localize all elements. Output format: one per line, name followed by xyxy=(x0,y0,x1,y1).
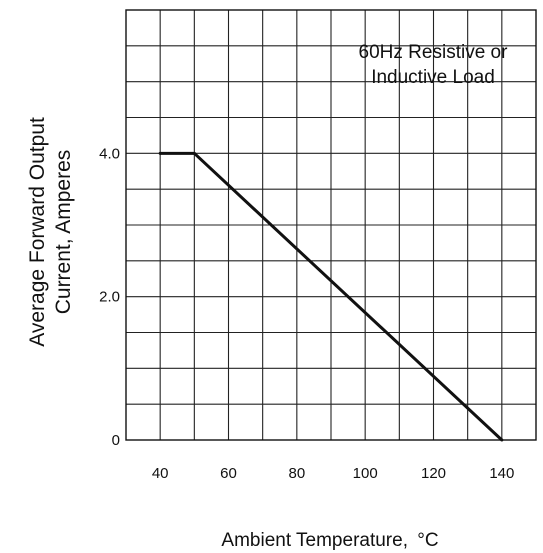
x-tick-label: 40 xyxy=(152,465,169,482)
x-tick-label: 60 xyxy=(220,465,237,482)
y-tick-label: 4.0 xyxy=(99,145,120,162)
x-tick-label: 140 xyxy=(489,465,514,482)
x-tick-label: 80 xyxy=(288,465,305,482)
series-point xyxy=(500,438,504,442)
x-axis-label-text: Ambient Temperature, xyxy=(221,530,408,551)
y-axis-label: Average Forward Output Current, Amperes xyxy=(26,117,75,347)
series-point xyxy=(192,151,196,155)
annotation-line-1: 60Hz Resistive or xyxy=(359,42,509,63)
series-point xyxy=(158,151,162,155)
series-layer xyxy=(158,151,504,442)
y-axis-label-line-1: Average Forward Output xyxy=(26,117,49,347)
y-tick-label: 2.0 xyxy=(99,289,120,306)
plot-frame xyxy=(125,9,537,441)
x-axis-label-unit: °C xyxy=(417,530,438,551)
annotation-line-2: Inductive Load xyxy=(371,67,495,88)
x-axis-label: Ambient Temperature, °C xyxy=(221,530,438,551)
x-tick-label: 120 xyxy=(421,465,446,482)
y-tick-label: 0 xyxy=(112,432,120,449)
y-tick-labels: 0 2.0 4.0 xyxy=(99,145,120,449)
x-tick-label: 100 xyxy=(353,465,378,482)
x-tick-labels: 40 60 80 100 120 140 xyxy=(152,465,515,482)
grid xyxy=(126,10,536,440)
y-axis-label-line-2: Current, Amperes xyxy=(52,150,75,315)
